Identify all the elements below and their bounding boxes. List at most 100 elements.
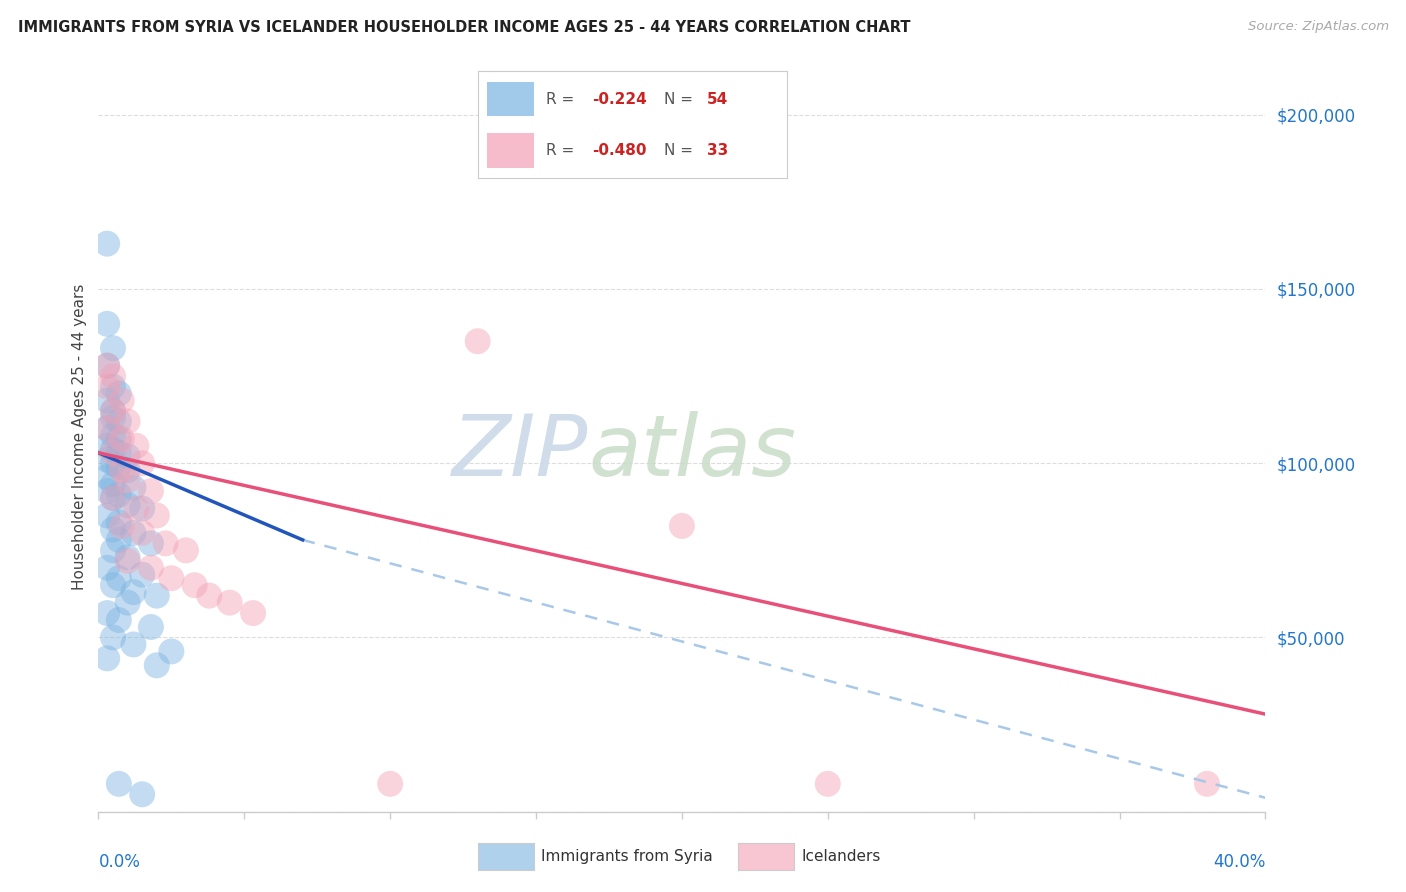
Text: N =: N = bbox=[664, 143, 697, 158]
Point bbox=[125, 439, 148, 453]
Point bbox=[101, 456, 124, 470]
Point bbox=[101, 379, 124, 393]
Point bbox=[101, 442, 124, 457]
Point bbox=[108, 446, 131, 460]
Point bbox=[96, 421, 118, 435]
Point bbox=[96, 508, 118, 523]
Point bbox=[117, 498, 139, 512]
Point bbox=[817, 777, 839, 791]
Point bbox=[198, 589, 221, 603]
Point bbox=[108, 533, 131, 547]
Point bbox=[671, 519, 693, 533]
Point bbox=[96, 452, 118, 467]
Point bbox=[146, 589, 169, 603]
Text: 0.0%: 0.0% bbox=[98, 854, 141, 871]
Text: -0.224: -0.224 bbox=[592, 92, 647, 107]
Text: -0.480: -0.480 bbox=[592, 143, 647, 158]
Text: 40.0%: 40.0% bbox=[1213, 854, 1265, 871]
Point bbox=[125, 501, 148, 516]
Point bbox=[96, 359, 118, 373]
Point bbox=[174, 543, 197, 558]
Point bbox=[380, 777, 402, 791]
Point bbox=[101, 578, 124, 592]
Point bbox=[96, 421, 118, 435]
Point bbox=[108, 459, 131, 474]
Text: R =: R = bbox=[546, 92, 579, 107]
Point bbox=[101, 523, 124, 537]
Point bbox=[96, 236, 118, 251]
Point bbox=[96, 359, 118, 373]
Point bbox=[131, 525, 153, 540]
Point bbox=[96, 379, 118, 393]
Point bbox=[117, 474, 139, 488]
Point bbox=[160, 644, 183, 658]
Point bbox=[101, 404, 124, 418]
Point bbox=[101, 631, 124, 645]
Point bbox=[146, 658, 169, 673]
Bar bbox=[488, 82, 534, 116]
Point bbox=[101, 411, 124, 425]
Point bbox=[96, 393, 118, 408]
Text: N =: N = bbox=[664, 92, 697, 107]
Point bbox=[96, 439, 118, 453]
Point bbox=[139, 620, 162, 634]
Point bbox=[131, 787, 153, 801]
Point bbox=[242, 606, 264, 620]
Point bbox=[101, 491, 124, 505]
Point bbox=[108, 777, 131, 791]
Point bbox=[111, 463, 134, 477]
Point bbox=[96, 651, 118, 665]
Point bbox=[117, 596, 139, 610]
Point bbox=[183, 578, 205, 592]
Point bbox=[218, 596, 240, 610]
Point bbox=[155, 536, 177, 550]
Point bbox=[108, 386, 131, 401]
Point bbox=[139, 561, 162, 575]
Text: 54: 54 bbox=[707, 92, 728, 107]
Text: Immigrants from Syria: Immigrants from Syria bbox=[541, 849, 713, 863]
Point bbox=[101, 404, 124, 418]
Point bbox=[108, 432, 131, 446]
Point bbox=[111, 393, 134, 408]
Point bbox=[117, 463, 139, 477]
Point bbox=[96, 606, 118, 620]
Point bbox=[117, 550, 139, 565]
Point bbox=[108, 516, 131, 530]
Point bbox=[146, 508, 169, 523]
Point bbox=[122, 637, 145, 651]
Text: IMMIGRANTS FROM SYRIA VS ICELANDER HOUSEHOLDER INCOME AGES 25 - 44 YEARS CORRELA: IMMIGRANTS FROM SYRIA VS ICELANDER HOUSE… bbox=[18, 20, 911, 35]
Point bbox=[108, 487, 131, 501]
Text: atlas: atlas bbox=[589, 410, 797, 493]
Point bbox=[117, 414, 139, 428]
Point bbox=[117, 449, 139, 463]
Point bbox=[1195, 777, 1218, 791]
Point bbox=[101, 477, 124, 491]
Point bbox=[101, 543, 124, 558]
Point bbox=[160, 571, 183, 585]
Point bbox=[101, 491, 124, 505]
Text: R =: R = bbox=[546, 143, 579, 158]
Point bbox=[117, 554, 139, 568]
Point bbox=[131, 456, 153, 470]
Point bbox=[101, 341, 124, 355]
Text: ZIP: ZIP bbox=[453, 410, 589, 493]
Point bbox=[139, 484, 162, 499]
Point bbox=[122, 585, 145, 599]
Point bbox=[96, 470, 118, 484]
Point bbox=[108, 571, 131, 585]
Point bbox=[139, 536, 162, 550]
Point bbox=[131, 567, 153, 582]
Point bbox=[101, 369, 124, 384]
Text: Source: ZipAtlas.com: Source: ZipAtlas.com bbox=[1249, 20, 1389, 33]
Point bbox=[101, 446, 124, 460]
Point bbox=[131, 501, 153, 516]
Point bbox=[96, 317, 118, 331]
Point bbox=[467, 334, 489, 349]
Point bbox=[96, 561, 118, 575]
Point bbox=[101, 428, 124, 442]
Point bbox=[122, 525, 145, 540]
Point bbox=[111, 519, 134, 533]
Point bbox=[108, 613, 131, 627]
Point bbox=[111, 432, 134, 446]
Text: Icelanders: Icelanders bbox=[801, 849, 880, 863]
